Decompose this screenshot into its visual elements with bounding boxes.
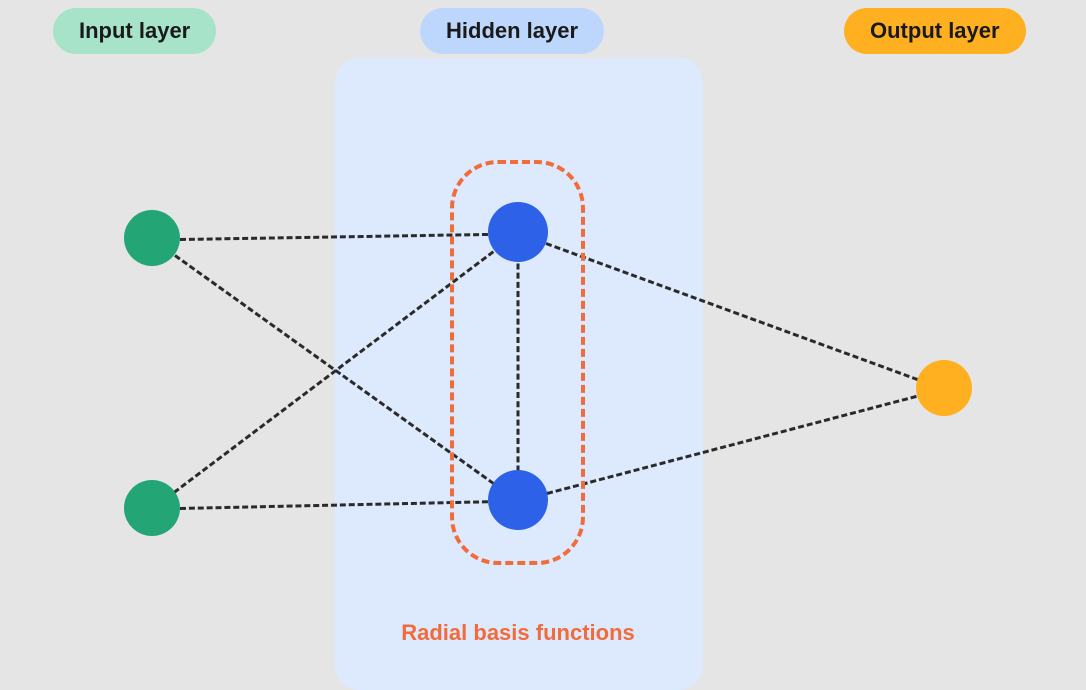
diagram-canvas: Input layer Hidden layer Output layer Ra… [0,0,1086,690]
hidden-layer-label-text: Hidden layer [446,18,578,43]
node-hid1 [488,202,548,262]
input-layer-label: Input layer [53,8,216,54]
rbf-caption-text: Radial basis functions [401,620,635,645]
node-in2 [124,480,180,536]
node-hid2 [488,470,548,530]
rbf-caption: Radial basis functions [401,620,635,646]
input-layer-label-text: Input layer [79,18,190,43]
node-in1 [124,210,180,266]
hidden-layer-label: Hidden layer [420,8,604,54]
node-out1 [916,360,972,416]
output-layer-label: Output layer [844,8,1026,54]
output-layer-label-text: Output layer [870,18,1000,43]
